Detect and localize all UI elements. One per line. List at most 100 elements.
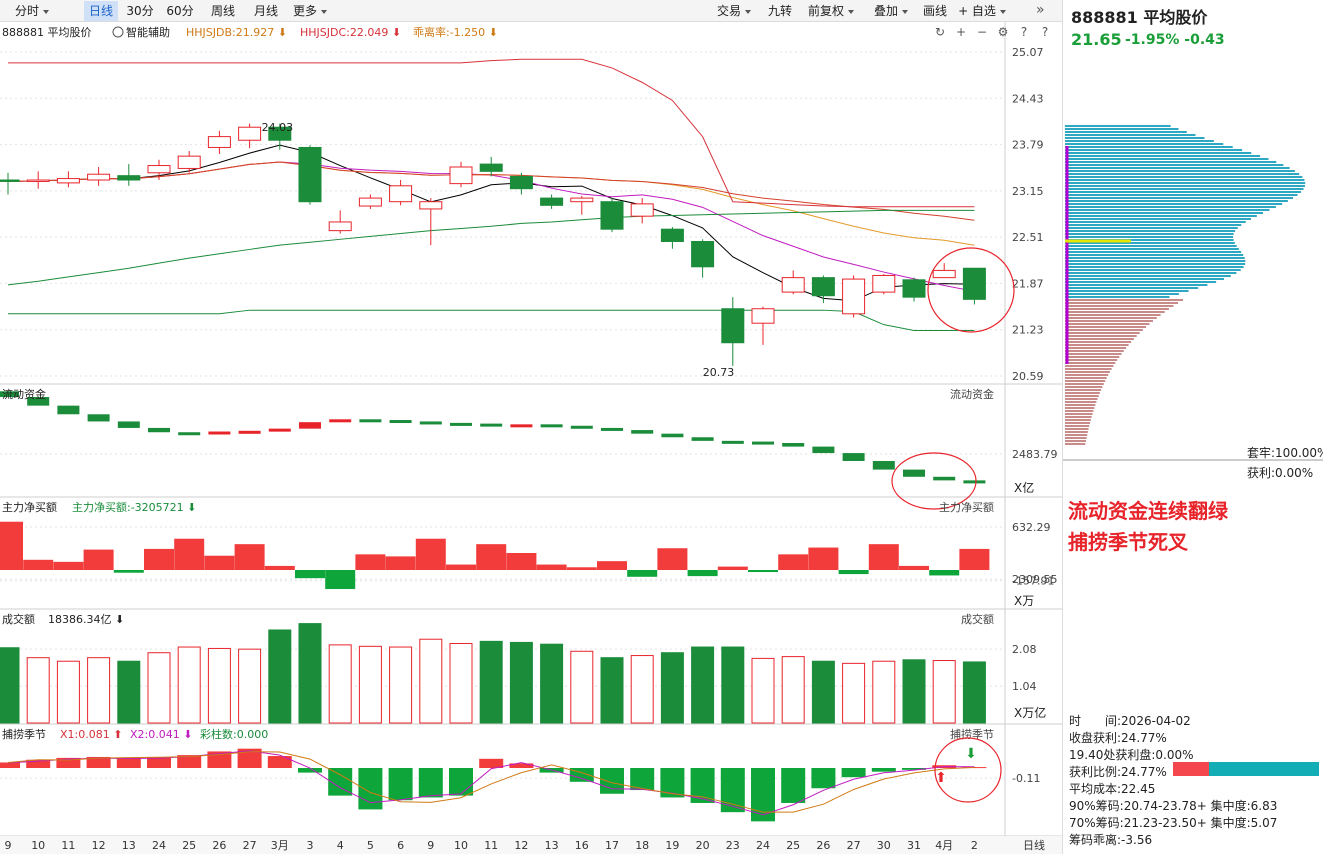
catch-bar <box>751 768 775 822</box>
catch-panel-title-right: 捕捞季节 <box>950 727 994 741</box>
net-bar <box>778 554 809 570</box>
net-panel-title-right: 主力净买额 <box>939 500 994 514</box>
x-axis-label: 24 <box>152 839 166 852</box>
assist-label: 智能辅助 <box>126 25 170 39</box>
candle-body <box>238 126 262 141</box>
x-axis-label: 18 <box>635 839 649 852</box>
toolbar-action-2[interactable]: 前复权 <box>802 1 860 21</box>
candle-body <box>630 203 654 217</box>
info-profit-at: 19.40处获利盘:0.00% <box>1069 748 1194 762</box>
catch-bar <box>630 768 655 791</box>
toolbar-tab-1[interactable]: 日线 <box>84 1 118 21</box>
volume-bar <box>238 648 262 724</box>
x-axis-label: 9 <box>427 839 434 852</box>
stock-chg-value: -0.43 <box>1184 32 1225 48</box>
toolbar-tab-6[interactable]: 更多 <box>288 1 332 21</box>
volume-bar <box>781 656 805 724</box>
cross-down-arrow-icon: ⬇ <box>965 746 977 762</box>
toolbar-action-1[interactable]: 九转 <box>767 4 792 18</box>
candle-body <box>660 228 684 242</box>
toolbar-tab-0[interactable]: 分时 <box>6 1 58 21</box>
candle-body <box>0 179 20 182</box>
x-axis-label: 6 <box>397 839 404 852</box>
candle-body <box>842 278 866 315</box>
net-bar <box>295 570 325 579</box>
net-bar <box>0 521 23 570</box>
volume-bar <box>268 629 292 724</box>
net-bar <box>566 567 597 570</box>
highlight-circle-flow <box>891 452 977 510</box>
candle-body <box>751 308 775 324</box>
candle-body <box>962 267 986 300</box>
support-line-lower <box>8 309 975 331</box>
flow-bar <box>721 440 744 444</box>
candle-body <box>419 201 443 210</box>
toolbar-tab-5[interactable]: 月线 <box>253 4 278 18</box>
net-bar <box>808 547 839 570</box>
info-time: 时 间:2026-04-02 <box>1069 714 1191 728</box>
flow-bar <box>419 421 442 425</box>
volume-bar <box>630 655 654 724</box>
candle-body <box>56 178 80 184</box>
catch-bar <box>811 768 836 789</box>
panel-tool-icon: + <box>956 25 966 39</box>
net-bar <box>868 544 899 570</box>
x-axis-label: 16 <box>575 839 589 852</box>
panel-tool-icon: ? <box>1042 25 1048 39</box>
resistance-line <box>8 58 975 208</box>
toolbar-action-4[interactable]: 画线 <box>922 4 947 18</box>
flow-bar <box>782 443 805 447</box>
toolbar-action-5[interactable]: + 自选 <box>956 1 1008 21</box>
highlight-circle-catch <box>934 737 1002 803</box>
candle-body <box>902 279 926 298</box>
volume-bar <box>962 661 986 724</box>
info-avg-cost: 平均成本:22.45 <box>1069 782 1156 796</box>
x-axis-label: 12 <box>514 839 528 852</box>
flow-bar <box>268 428 291 432</box>
volume-bar <box>449 642 473 724</box>
catch-bar <box>237 748 262 768</box>
candle-body <box>268 126 292 141</box>
volume-bar <box>328 644 352 724</box>
flow-bar <box>178 432 201 436</box>
toolbar-tab-4[interactable]: 周线 <box>210 4 235 18</box>
vol-tick-label: 1.04 <box>1012 680 1037 693</box>
annotation-line1: 流动资金连续翻绿 <box>1068 499 1228 523</box>
flow-bar <box>117 421 140 428</box>
net-bar <box>83 549 114 570</box>
candle-body <box>26 179 50 182</box>
net-bar <box>234 544 265 570</box>
net-bar <box>113 570 144 573</box>
candle-body <box>479 163 503 172</box>
catch-bar <box>841 768 866 778</box>
price-tick-label: 25.07 <box>1012 46 1044 59</box>
flow-bar <box>933 476 956 481</box>
x-axis-label: 27 <box>847 839 861 852</box>
support-line-upper <box>7 209 975 286</box>
collapse-panel-icon[interactable]: » <box>1036 2 1045 18</box>
candle-body <box>328 221 352 232</box>
x-axis-label: 11 <box>61 839 75 852</box>
catch-bar <box>177 755 202 768</box>
flow-bar <box>27 397 50 406</box>
volume-bar <box>902 659 926 724</box>
net-bar <box>476 544 507 570</box>
flow-bar <box>963 480 986 484</box>
chip-profit: 获利:0.00% <box>1247 466 1314 480</box>
net-bar <box>838 570 869 575</box>
panel-tool-icon: ⚙ <box>998 25 1009 39</box>
toolbar-action-3[interactable]: 叠加 <box>866 1 916 21</box>
volume-bar <box>147 652 171 724</box>
toolbar-tab-3[interactable]: 60分 <box>166 4 194 18</box>
toolbar-tab-2[interactable]: 30分 <box>126 4 154 18</box>
x-axis-label: 30 <box>877 839 891 852</box>
vol-value: 18386.34亿 ⬇ <box>48 613 124 626</box>
high-price-label: 24.03 <box>262 121 294 134</box>
candle-body <box>298 146 322 203</box>
net-bar <box>899 565 929 570</box>
candle-body <box>721 308 745 344</box>
chart-area: 25.07 24.43 23.79 23.15 22.51 21.87 21.23 20.59… <box>0 22 1062 854</box>
volume-bar <box>600 657 624 724</box>
flow-tick-label: 2483.79 <box>1012 448 1058 461</box>
toolbar-action-0[interactable]: 交易 <box>710 1 758 21</box>
